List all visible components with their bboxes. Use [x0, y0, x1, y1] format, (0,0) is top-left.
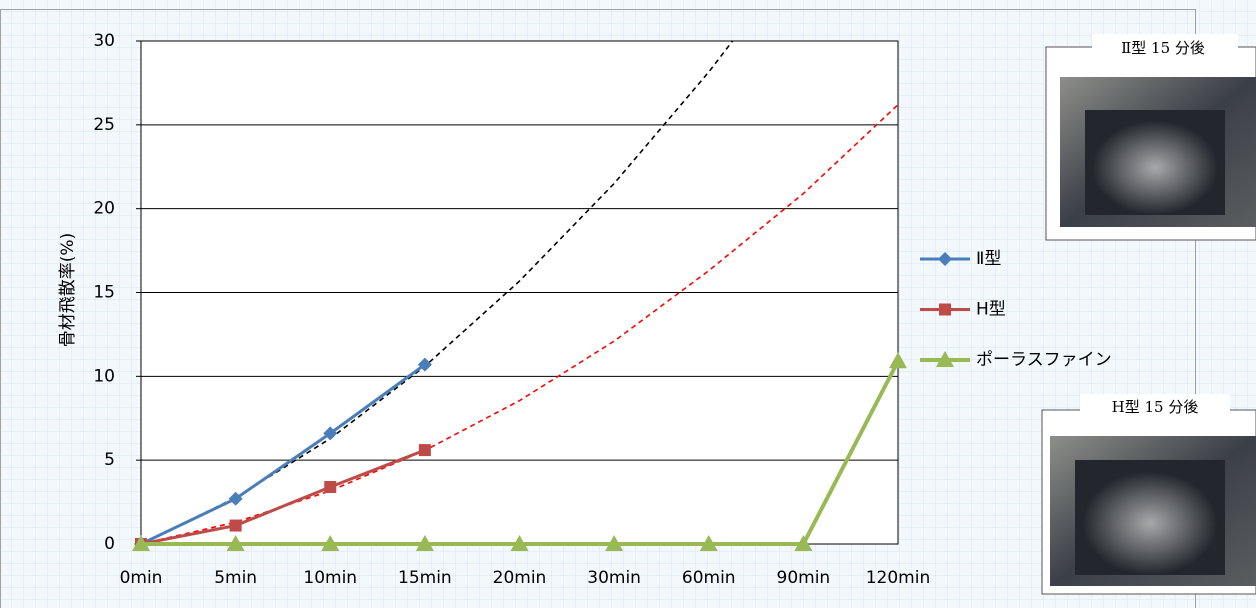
- series-line: [140, 448, 426, 546]
- photo-label-box: [1080, 394, 1230, 424]
- point: [417, 357, 432, 372]
- photo-tray: [1075, 460, 1225, 575]
- x-tick-label: 15min: [398, 568, 452, 588]
- x-tick-label: 60min: [682, 568, 736, 588]
- legend-marker: [939, 303, 951, 316]
- y-tick-label: 0: [104, 534, 115, 554]
- legend-label: Ⅱ型: [976, 249, 1001, 269]
- series-line: [140, 363, 426, 546]
- x-tick-label: 90min: [777, 568, 831, 588]
- point: [699, 535, 718, 551]
- y-tick-label: 5: [104, 450, 115, 470]
- x-tick-label: 120min: [866, 568, 931, 588]
- y-tick-label: 20: [93, 199, 115, 219]
- point: [228, 491, 243, 506]
- point: [794, 535, 813, 551]
- photo: [1041, 394, 1256, 595]
- y-tick-label: 15: [93, 283, 115, 303]
- photo-label-box: [1092, 34, 1238, 64]
- x-tick-label: 30min: [587, 568, 641, 588]
- point: [321, 535, 340, 551]
- x-tick-label: 20min: [493, 568, 547, 588]
- photo-label: H型 15 分後: [1112, 398, 1199, 416]
- y-axis-label: 骨材飛散率(%): [58, 233, 78, 347]
- point: [605, 535, 624, 551]
- point: [323, 426, 338, 441]
- legend-label: H型: [976, 300, 1006, 320]
- point: [324, 480, 337, 493]
- y-tick-label: 10: [93, 366, 115, 386]
- legend-marker: [938, 252, 952, 266]
- photo-tray: [1085, 110, 1225, 215]
- legend-label: ポーラスファイン: [976, 350, 1112, 370]
- point: [510, 535, 529, 551]
- point: [132, 535, 150, 551]
- point: [418, 444, 431, 457]
- legend-marker: [936, 351, 954, 367]
- x-tick-label: 0min: [120, 568, 163, 588]
- photo: [1045, 34, 1256, 241]
- x-tick-label: 5min: [214, 568, 257, 588]
- point: [415, 535, 434, 551]
- point: [226, 535, 245, 551]
- point: [229, 519, 242, 532]
- photo-label: Ⅱ型 15 分後: [1121, 39, 1205, 57]
- y-tick-label: 30: [93, 31, 115, 51]
- x-tick-label: 10min: [303, 568, 357, 588]
- trendline: [141, 41, 734, 544]
- chart-frame: [0, 9, 1196, 608]
- point: [889, 352, 907, 369]
- y-tick-label: 25: [93, 115, 115, 135]
